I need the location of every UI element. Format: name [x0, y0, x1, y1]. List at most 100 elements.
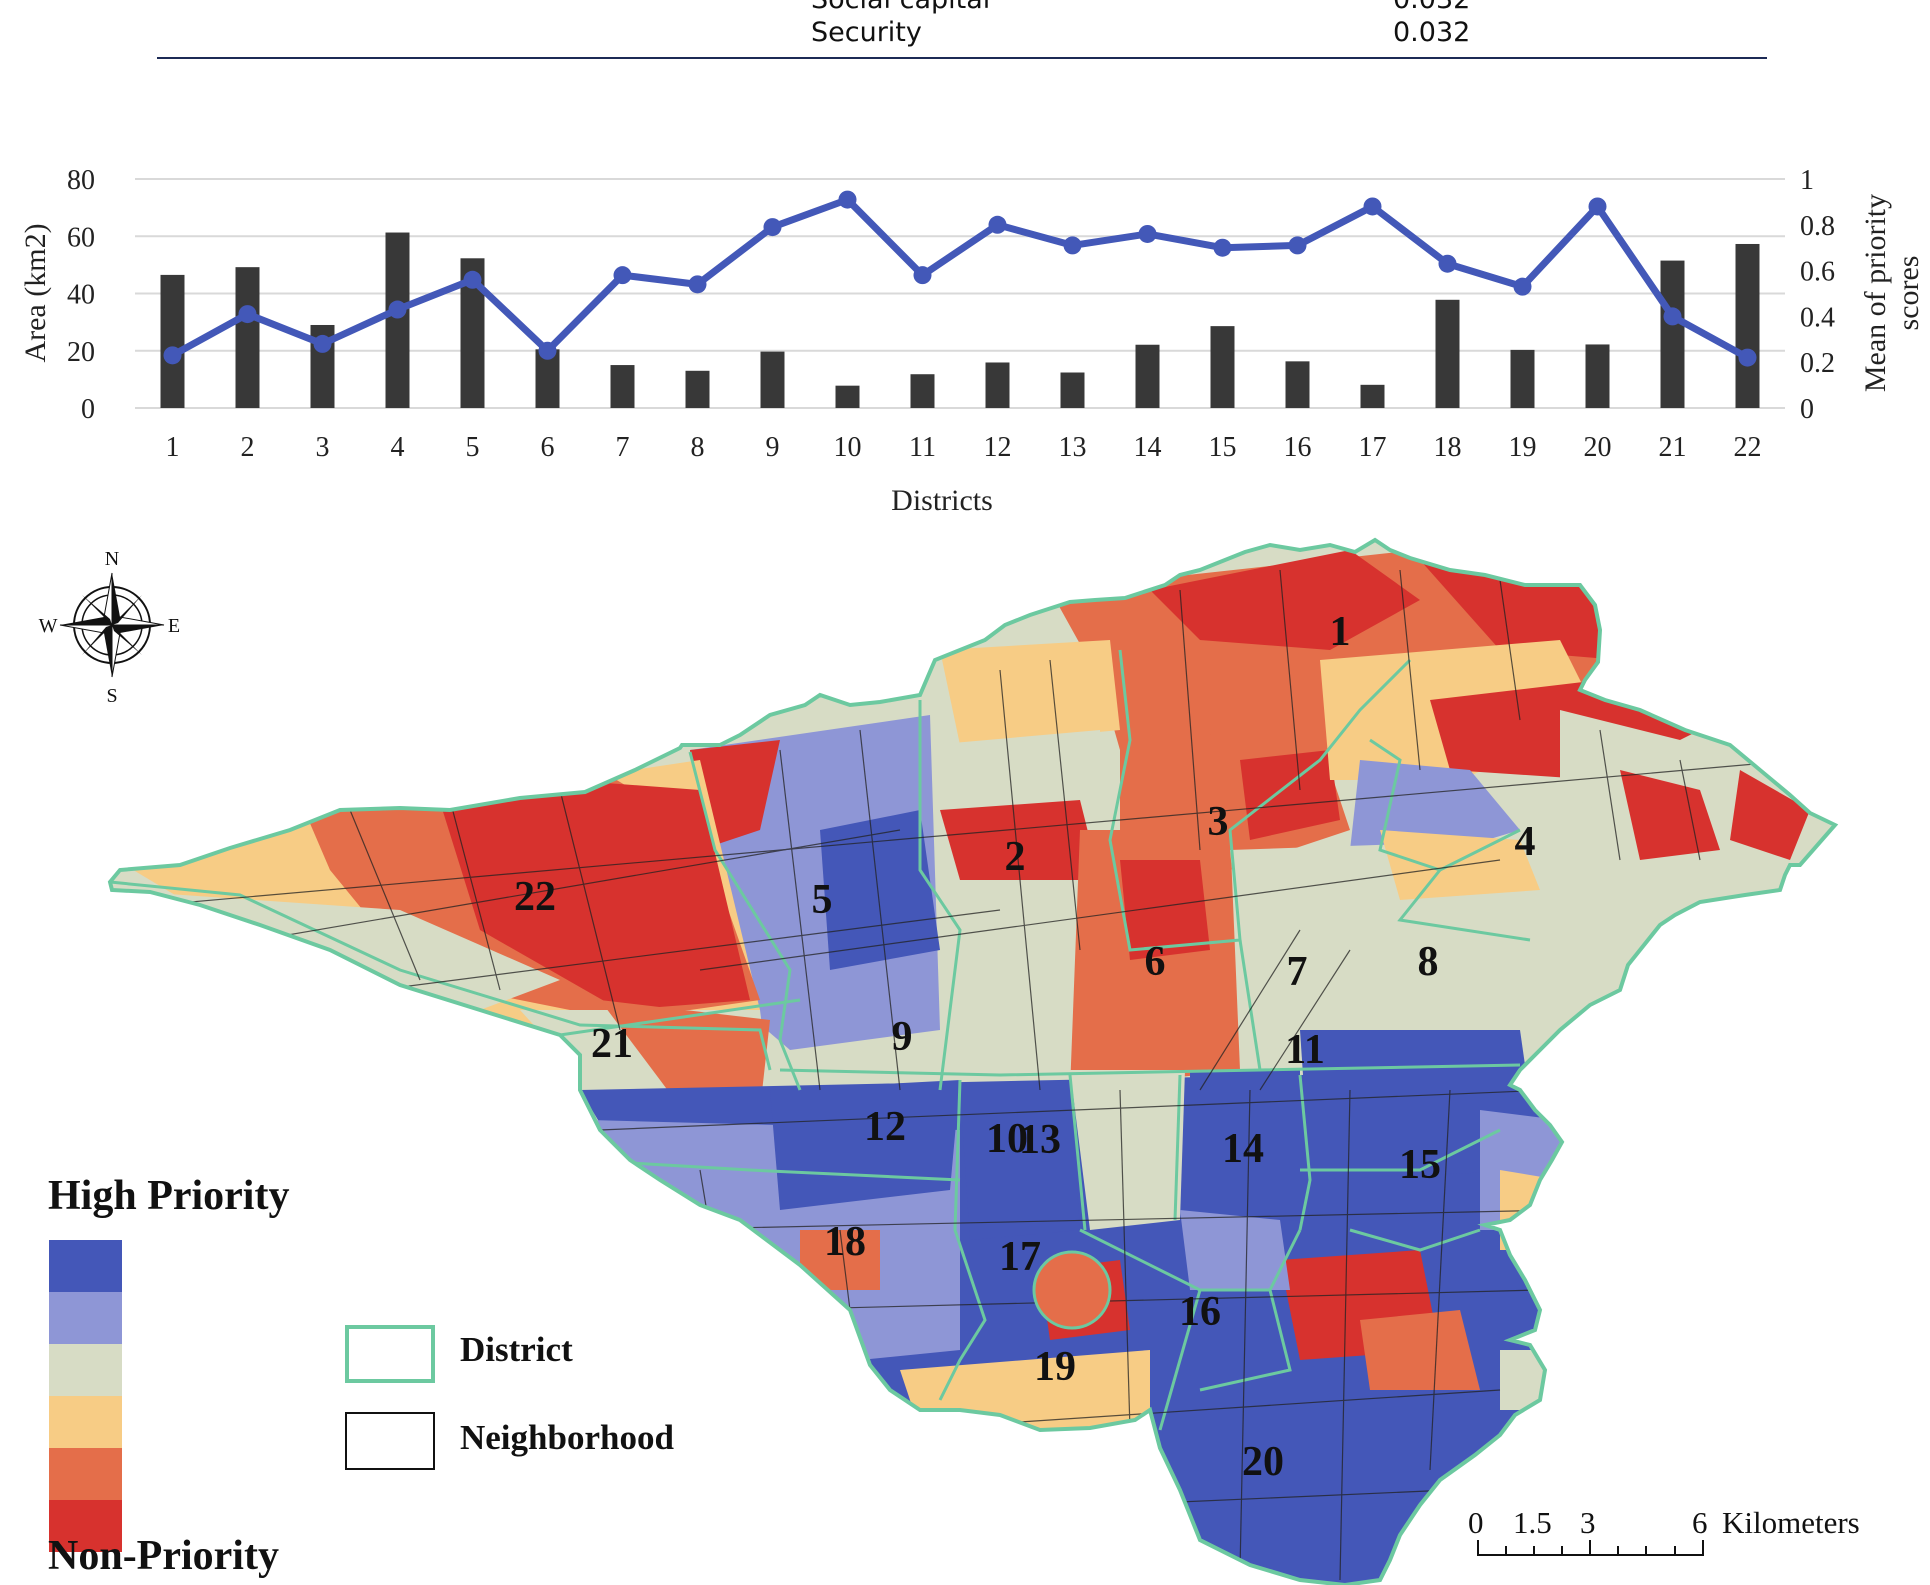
bar-10 [835, 385, 860, 408]
point-4 [388, 300, 407, 319]
point-10 [838, 190, 857, 209]
y-right-tick: 1 [1800, 165, 1814, 196]
point-11 [913, 266, 932, 285]
bar-18 [1435, 299, 1460, 408]
y-right-tick: 0.6 [1800, 257, 1835, 288]
point-19 [1513, 277, 1532, 296]
x-tick-label: 15 [1209, 432, 1237, 463]
point-22 [1738, 348, 1757, 367]
x-tick-label: 4 [391, 432, 405, 463]
point-7 [613, 266, 632, 285]
table-row-label: Social capital [811, 0, 990, 15]
point-6 [538, 341, 557, 360]
y-left-tick: 80 [67, 165, 95, 196]
x-tick-label: 2 [241, 432, 255, 463]
bar-17 [1360, 384, 1385, 408]
legend-swatch [49, 1448, 122, 1500]
svg-text:W: W [39, 615, 58, 637]
x-axis-label: Districts [891, 484, 993, 517]
bar-19 [1510, 349, 1535, 408]
x-tick-label: 13 [1059, 432, 1087, 463]
priority-line [170, 196, 1750, 361]
x-tick-label: 17 [1359, 432, 1387, 463]
district-label-12: 12 [864, 1104, 906, 1150]
district-label-14: 14 [1222, 1126, 1264, 1172]
x-tick-label: 12 [984, 432, 1012, 463]
point-18 [1438, 254, 1457, 273]
legend-swatch [49, 1396, 122, 1448]
legend-non-priority: Non-Priority [48, 1533, 279, 1579]
y-left-tick: 0 [81, 394, 95, 425]
svg-text:N: N [105, 548, 119, 570]
point-16 [1288, 236, 1307, 255]
x-tick-label: 9 [766, 432, 780, 463]
scale-tick-3: 6 [1692, 1505, 1708, 1540]
table-row-value: 0.032 [1393, 0, 1470, 15]
district-label-3: 3 [1208, 799, 1229, 845]
x-tick-label: 8 [691, 432, 705, 463]
neighborhood-key-box [345, 1412, 435, 1470]
point-8 [688, 275, 707, 294]
compass-icon: N S E W [39, 548, 181, 707]
district-label-4: 4 [1515, 819, 1536, 865]
legend-high-priority: High Priority [48, 1173, 290, 1219]
x-tick-label: 7 [616, 432, 630, 463]
y-right-tick: 0 [1800, 394, 1814, 425]
scale-tick-1: 1.5 [1513, 1505, 1552, 1540]
scale-unit: Kilometers [1722, 1505, 1860, 1540]
x-tick-label: 5 [466, 432, 480, 463]
y-left-tick: 40 [67, 280, 95, 311]
point-21 [1663, 307, 1682, 326]
x-tick-label: 19 [1509, 432, 1537, 463]
bar-8 [685, 370, 710, 408]
bar-2 [235, 267, 260, 408]
y-left-label: Area (km2) [19, 223, 52, 362]
y-left-tick: 20 [67, 337, 95, 368]
district-label-21: 21 [591, 1021, 633, 1067]
point-20 [1588, 197, 1607, 216]
x-tick-label: 22 [1734, 432, 1762, 463]
svg-text:S: S [106, 685, 117, 707]
table-bottom-rule [157, 57, 1767, 59]
bar-20 [1585, 344, 1610, 408]
district-label-1: 1 [1330, 609, 1351, 655]
table-row-label: Security [811, 17, 922, 48]
neighborhood-key-label: Neighborhood [460, 1418, 674, 1457]
x-tick-label: 1 [166, 432, 180, 463]
bar-15 [1210, 326, 1235, 408]
point-1 [163, 346, 182, 365]
bar-21 [1660, 260, 1685, 408]
bar-13 [1060, 372, 1085, 408]
district-label-8: 8 [1418, 939, 1439, 985]
scale-bar [1477, 1540, 1704, 1556]
district-label-17: 17 [999, 1234, 1041, 1280]
district-label-6: 6 [1145, 939, 1166, 985]
x-tick-label: 20 [1584, 432, 1612, 463]
x-tick-label: 6 [541, 432, 555, 463]
bar-14 [1135, 344, 1160, 408]
point-15 [1213, 238, 1232, 257]
point-2 [238, 305, 257, 324]
x-tick-label: 11 [909, 432, 936, 463]
x-tick-label: 18 [1434, 432, 1462, 463]
x-tick-label: 3 [316, 432, 330, 463]
bar-22 [1735, 243, 1760, 408]
legend-swatch [49, 1292, 122, 1344]
point-13 [1063, 236, 1082, 255]
x-tick-label: 21 [1659, 432, 1687, 463]
scale-tick-2: 3 [1580, 1505, 1596, 1540]
y-right-tick: 0.8 [1800, 211, 1835, 242]
bar-16 [1285, 361, 1310, 408]
point-9 [763, 218, 782, 237]
table-row-value: 0.032 [1393, 17, 1471, 48]
x-tick-label: 16 [1284, 432, 1312, 463]
point-12 [988, 215, 1007, 234]
x-tick-label: 10 [834, 432, 862, 463]
scale-tick-0: 0 [1468, 1505, 1484, 1540]
bar-9 [760, 351, 785, 408]
district-label-9: 9 [892, 1014, 913, 1060]
district-label-16: 16 [1179, 1289, 1221, 1335]
district-label-5: 5 [812, 877, 833, 923]
